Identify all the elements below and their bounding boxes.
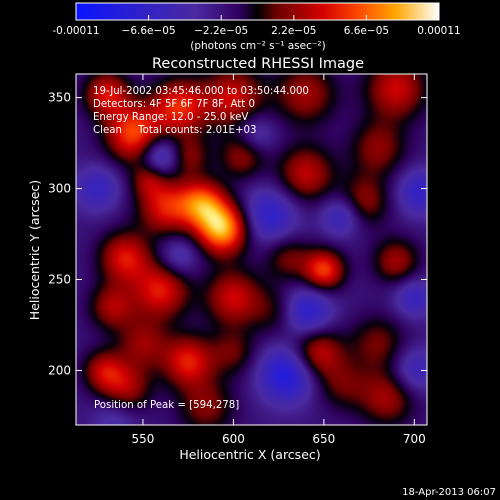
axis-ticks — [76, 74, 427, 425]
y-tick-label-300: 300 — [48, 182, 71, 196]
chart-title: Reconstructed RHESSI Image — [152, 56, 364, 72]
y-tick-label-200: 200 — [48, 363, 71, 377]
annotation-energy-range: Energy Range: 12.0 - 25.0 keV — [93, 112, 248, 123]
plot-frame — [75, 73, 428, 426]
colorbar-tick-label-0: -0.00011 — [52, 25, 99, 37]
annotation-clean-counts: Clean Total counts: 2.01E+03 — [93, 125, 256, 136]
colorbar-tick-label-5: 0.00011 — [417, 25, 460, 37]
colorbar-tick-label-1: −6.6e−05 — [122, 25, 176, 37]
colorbar-tick-label-4: 6.6e−05 — [344, 25, 389, 37]
heatmap-image — [76, 74, 427, 425]
colorbar-tick-label-2: −2.2e−05 — [194, 25, 248, 37]
footer-timestamp: 18-Apr-2013 06:07 — [402, 487, 496, 498]
colorbar-unit-label: (photons cm⁻² s⁻¹ asec⁻²) — [190, 40, 325, 52]
y-tick-label-350: 350 — [48, 91, 71, 105]
colorbar-tick-label-3: 2.2e−05 — [271, 25, 316, 37]
x-tick-label-700: 700 — [403, 432, 426, 446]
peak-position-label: Position of Peak = [594,278] — [94, 400, 239, 411]
colorbar-tick-labels: -0.00011 −6.6e−05 −2.2e−05 2.2e−05 6.6e−05 0.… — [52, 25, 460, 37]
x-tick-label-650: 650 — [312, 432, 335, 446]
annotation-detectors: Detectors: 4F 5F 6F 7F 8F, Att 0 — [93, 99, 255, 110]
annotation-time-range: 19-Jul-2002 03:45:46.000 to 03:50:44.000 — [93, 86, 309, 97]
x-axis-label: Heliocentric X (arcsec) — [179, 447, 320, 462]
y-axis-label: Heliocentric Y (arcsec) — [27, 180, 42, 320]
y-tick-label-250: 250 — [48, 273, 71, 287]
x-tick-label-550: 550 — [131, 432, 154, 446]
colorbar — [75, 2, 440, 21]
x-tick-label-600: 600 — [222, 432, 245, 446]
axis-tick-labels: 550 600 650 700 200 250 300 350 — [48, 91, 426, 446]
observation-annotations: 19-Jul-2002 03:45:46.000 to 03:50:44.000… — [93, 86, 309, 136]
colorbar-ticks — [75, 15, 440, 20]
